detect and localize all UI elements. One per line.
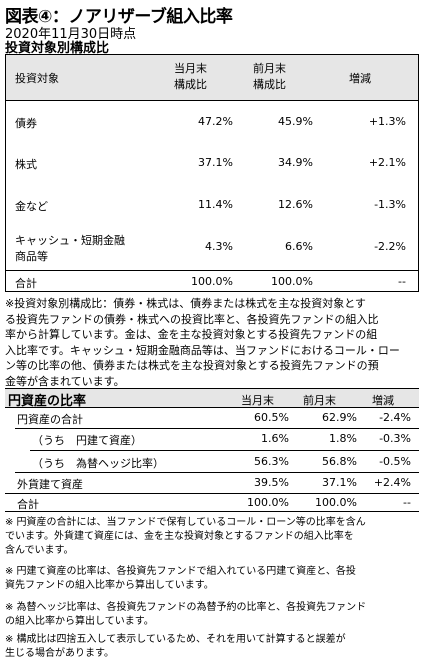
row-previous: 12.6% xyxy=(278,198,313,211)
row-current: 1.6% xyxy=(261,432,289,445)
row-current: 39.5% xyxy=(254,476,289,489)
row-divider xyxy=(30,450,419,451)
row-previous: 37.1% xyxy=(322,476,357,489)
row-change: -2.2% xyxy=(374,240,406,253)
row-current: 56.3% xyxy=(254,455,289,468)
row-name: 金など xyxy=(15,200,48,213)
header-current-month: 当月末 xyxy=(241,394,274,407)
row-name: 外貨建て資産 xyxy=(17,478,83,491)
row-current: 11.4% xyxy=(198,198,233,211)
total-change: -- xyxy=(403,496,411,509)
row-change: +2.4% xyxy=(373,476,411,489)
composition-note: ※投資対象別構成比：債券・株式は、債券または株式を主な投資対象とす る投資先ファ… xyxy=(5,297,400,388)
row-divider xyxy=(15,428,419,429)
row-name: （うち 円建て資産） xyxy=(32,434,142,447)
total-divider xyxy=(6,270,418,271)
header-current-month: 当月末 構成比 xyxy=(174,62,207,91)
row-current: 4.3% xyxy=(205,240,233,253)
yen-ratio-table: 円資産の比率 当月末 前月末 増減 円資産の合計 60.5% 62.9% -2.… xyxy=(5,388,419,512)
header-asset: 投資対象 xyxy=(15,72,59,85)
composition-table: 投資対象 当月末 構成比 前月末 構成比 増減 債券 47.2% 45.9% +1.… xyxy=(5,54,419,292)
row-current: 60.5% xyxy=(254,411,289,424)
row-previous: 1.8% xyxy=(329,432,357,445)
row-previous: 34.9% xyxy=(278,156,313,169)
row-name: キャッシュ・短期金融 商品等 xyxy=(15,234,125,263)
row-divider xyxy=(15,472,419,473)
total-current: 100.0% xyxy=(191,275,233,288)
total-previous: 100.0% xyxy=(271,275,313,288)
table-bottom-border xyxy=(5,511,419,512)
yen-denominated-note: ※ 円建て資産の比率は、各投資先ファンドで組入れている円建て資産と、各投 資先フ… xyxy=(5,566,356,591)
total-previous: 100.0% xyxy=(315,496,357,509)
total-change: -- xyxy=(398,275,406,288)
header-change: 増減 xyxy=(372,394,394,407)
row-change: -0.3% xyxy=(379,432,411,445)
total-divider xyxy=(5,493,419,494)
row-change: -0.5% xyxy=(379,455,411,468)
header-change: 増減 xyxy=(349,72,371,85)
header-yen-ratio: 円資産の比率 xyxy=(8,394,87,409)
total-name: 合計 xyxy=(15,277,37,290)
row-previous: 6.6% xyxy=(285,240,313,253)
row-name: 円資産の合計 xyxy=(17,413,83,426)
composition-table-header xyxy=(6,55,418,101)
row-change: +2.1% xyxy=(368,156,406,169)
header-previous-month: 前月末 xyxy=(303,394,336,407)
row-change: -2.4% xyxy=(379,411,411,424)
hedge-ratio-note: ※ 為替ヘッジ比率は、各投資先ファンドの為替予約の比率と、各投資先ファンド の組… xyxy=(5,602,367,627)
total-name: 合計 xyxy=(17,498,39,511)
row-current: 37.1% xyxy=(198,156,233,169)
row-name: 債券 xyxy=(15,117,37,130)
row-change: -1.3% xyxy=(374,198,406,211)
yen-total-note: ※ 円資産の合計には、当ファンドで保有しているコール・ローン等の比率を含ん でい… xyxy=(5,517,366,556)
row-previous: 62.9% xyxy=(322,411,357,424)
total-current: 100.0% xyxy=(247,496,289,509)
row-change: +1.3% xyxy=(368,115,406,128)
section-subtitle: 投資対象別構成比 xyxy=(5,41,110,56)
as-of-date: 2020年11月30日時点 xyxy=(5,27,137,42)
row-name: 株式 xyxy=(15,158,37,171)
row-previous: 56.8% xyxy=(322,455,357,468)
row-previous: 45.9% xyxy=(278,115,313,128)
header-previous-month: 前月末 構成比 xyxy=(253,62,286,91)
chart-title: 図表④：ノアリザーブ組入比率 xyxy=(5,7,233,27)
rounding-note: ※ 構成比は四捨五入して表示しているため、それを用いて計算すると誤差が 生じる場… xyxy=(5,634,346,659)
row-current: 47.2% xyxy=(198,115,233,128)
row-name: （うち 為替ヘッジ比率） xyxy=(32,457,164,470)
yen-ratio-table-header xyxy=(5,388,419,408)
